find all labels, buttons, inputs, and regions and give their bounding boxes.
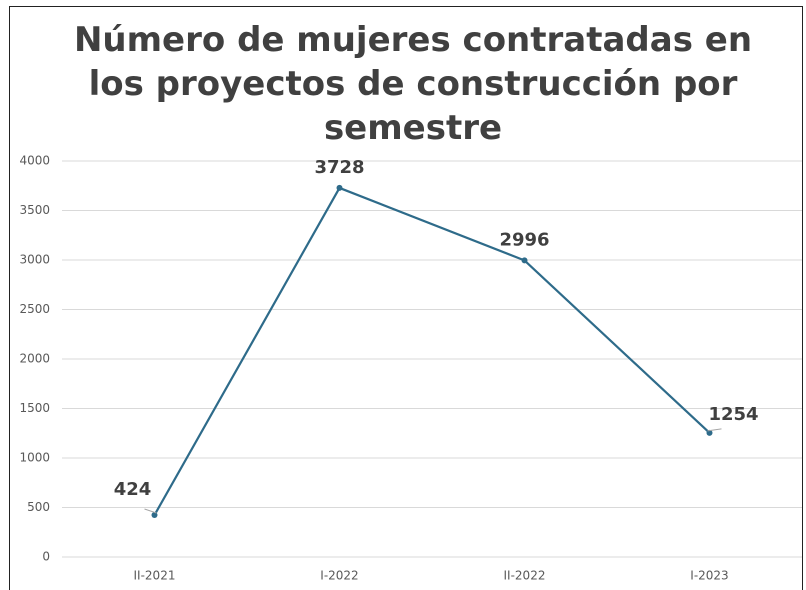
frame (9, 6, 803, 590)
y-tick-label: 3000 (19, 253, 50, 267)
data-label: 1254 (708, 404, 758, 425)
marker (336, 184, 343, 191)
y-tick-label: 500 (27, 500, 50, 514)
x-tick-label: I-2022 (320, 569, 358, 583)
marker (151, 512, 158, 519)
chart-title: Número de mujeres contratadas en los pro… (73, 20, 753, 148)
leader-line (144, 508, 157, 514)
data-label: 3728 (314, 157, 364, 178)
line (153, 186, 711, 516)
x-tick-label: II-2022 (504, 569, 546, 583)
y-tick-label: 4000 (19, 154, 50, 168)
marker (706, 429, 713, 436)
x-tick-label: II-2021 (134, 569, 176, 583)
y-tick-label: 0 (42, 550, 50, 564)
y-tick-label: 1500 (19, 401, 50, 415)
y-tick-label: 2500 (19, 302, 50, 316)
marker (521, 257, 528, 264)
data-label: 424 (114, 479, 152, 500)
y-tick-label: 1000 (19, 451, 50, 465)
leader-line (707, 428, 722, 432)
y-tick-label: 2000 (19, 352, 50, 366)
y-tick-label: 3500 (19, 203, 50, 217)
x-tick-label: I-2023 (690, 569, 728, 583)
data-label: 2996 (499, 229, 549, 250)
